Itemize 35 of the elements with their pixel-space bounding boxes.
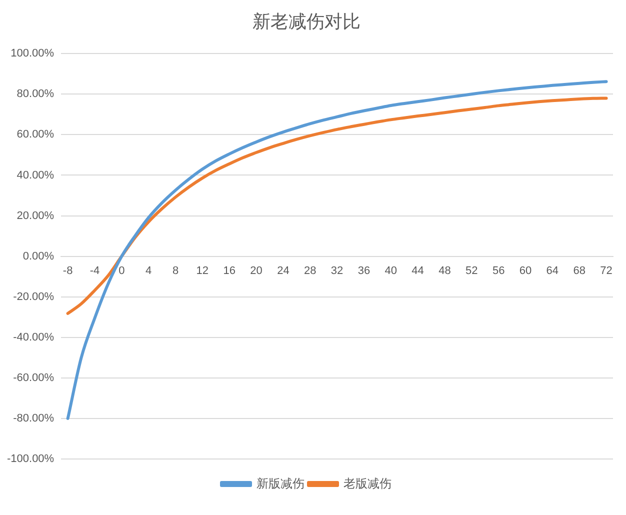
x-tick-label: 28: [304, 264, 316, 277]
x-tick-label: 48: [438, 264, 451, 277]
x-tick-label: 68: [573, 264, 586, 277]
x-tick-label: 4: [146, 264, 152, 277]
x-tick-label: 52: [466, 264, 478, 277]
y-tick-label: 100.00%: [10, 48, 54, 60]
x-tick-label: 56: [492, 264, 505, 277]
y-tick-label: 0.00%: [22, 250, 54, 262]
x-tick-label: 36: [358, 264, 370, 277]
legend-label: 老版减伤: [344, 476, 392, 490]
x-tick-label: 32: [330, 264, 344, 277]
x-tick-label: 72: [600, 264, 612, 277]
x-tick-label: 64: [546, 264, 559, 277]
x-tick-label: 20: [250, 264, 262, 277]
x-tick-label: 12: [196, 264, 209, 277]
y-tick-label: -20.00%: [13, 290, 54, 303]
x-tick-label: 8: [172, 264, 179, 277]
y-tick-label: -40.00%: [13, 331, 54, 344]
y-tick-label: 20.00%: [16, 210, 54, 222]
y-tick-label: -60.00%: [13, 372, 54, 384]
y-tick-label: 60.00%: [16, 128, 54, 141]
x-tick-label: 44: [412, 264, 424, 277]
y-tick-label: 40.00%: [16, 169, 54, 182]
y-tick-label: -100.00%: [6, 453, 54, 466]
y-tick-label: -80.00%: [13, 412, 54, 424]
x-tick-label: 60: [519, 264, 532, 277]
x-tick-label: -8: [62, 264, 73, 277]
chart-title: 新老减伤对比: [252, 11, 360, 32]
x-tick-label: 40: [384, 264, 398, 277]
x-tick-label: 0: [118, 264, 125, 277]
x-tick-label: 16: [223, 264, 236, 277]
legend-label: 新版减伤: [256, 476, 304, 490]
x-tick-label: -4: [90, 264, 100, 277]
x-tick-label: 24: [277, 264, 290, 277]
y-tick-label: 80.00%: [16, 88, 54, 100]
